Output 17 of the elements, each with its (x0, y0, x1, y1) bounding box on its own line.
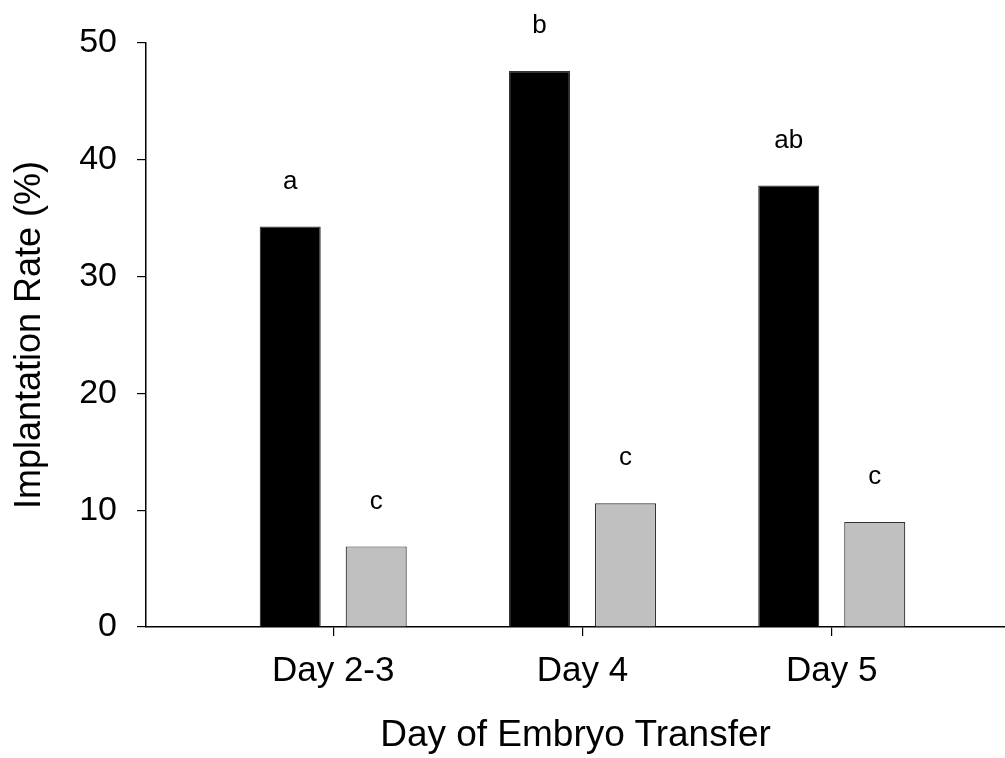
y-tick-label: 0 (98, 605, 117, 644)
y-axis-title: Implantation Rate (%) (6, 160, 48, 510)
data-label: a (282, 164, 298, 195)
data-label: c (868, 460, 882, 491)
y-tick-label: 10 (79, 488, 117, 527)
data-label: ab (774, 123, 804, 154)
data-label: c (369, 484, 383, 515)
x-axis-title: Day of Embryo Transfer (380, 713, 771, 754)
y-tick-label: 40 (79, 138, 117, 177)
y-tick-label: 30 (79, 254, 117, 293)
x-tick-label: Day 4 (536, 648, 629, 688)
x-tick-label: Day 5 (786, 648, 878, 688)
data-label: b (532, 9, 547, 40)
y-tick-label: 50 (79, 21, 117, 60)
y-tick-label: 20 (79, 371, 117, 410)
x-tick-label: Day 2-3 (271, 648, 395, 688)
data-label: c (618, 441, 632, 472)
